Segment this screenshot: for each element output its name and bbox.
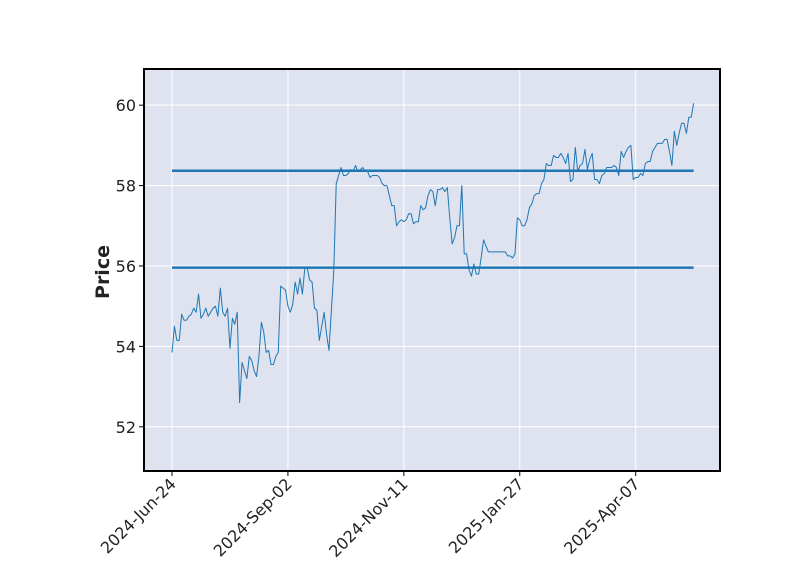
x-tick-label: 2024-Sep-02 [210, 474, 296, 560]
y-tick-label: 54 [116, 337, 136, 356]
plot-background [144, 69, 720, 471]
y-axis-ticks: 52 54 56 58 60 [116, 96, 144, 437]
grid-lines [144, 69, 720, 471]
x-tick-label: 2025-Jan-27 [445, 474, 528, 557]
y-tick-label: 52 [116, 418, 136, 437]
y-tick-label: 56 [116, 257, 136, 276]
plot-frame [143, 68, 721, 472]
x-tick-label: 2024-Jun-24 [97, 474, 180, 557]
y-tick-label: 60 [116, 96, 136, 115]
y-tick-label: 58 [116, 177, 136, 196]
horizontal-level-lines [172, 169, 694, 269]
x-axis-ticks: 2024-Jun-24 2024-Sep-02 2024-Nov-11 2025-Ja… [97, 471, 644, 561]
price-series-line [171, 103, 695, 404]
y-axis-label: Price [92, 245, 114, 299]
x-tick-label: 2025-Apr-07 [560, 474, 643, 557]
x-tick-label: 2024-Nov-11 [325, 474, 412, 561]
